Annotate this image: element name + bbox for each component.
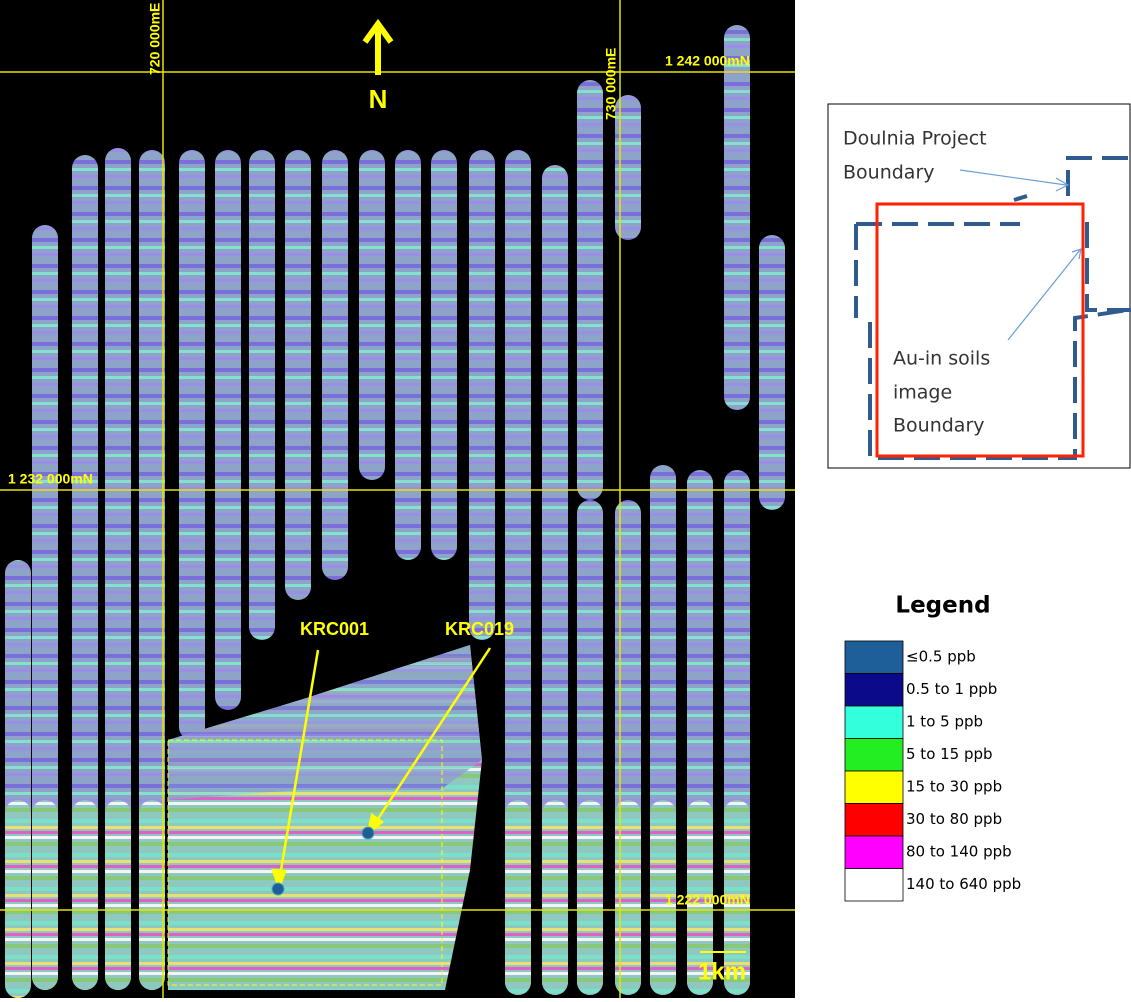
soil-strip-high [505,800,531,995]
inset-label: Boundary [893,415,985,437]
soil-strip [395,150,421,560]
grid-label: 1 232 000mN [8,471,93,487]
soil-strip-high [5,800,31,998]
legend-label: 30 to 80 ppb [906,810,1002,828]
grid-label: 730 000mE [603,48,619,120]
legend-label: 80 to 140 ppb [906,843,1012,861]
soil-strip [431,150,457,560]
north-label: N [369,84,388,114]
legend-swatch [845,739,903,772]
soil-strip [249,150,275,640]
drillhole-label: KRC019 [445,619,514,639]
soil-strip [724,25,750,410]
legend-swatch [845,771,903,804]
soil-strip [469,150,495,640]
drillhole [272,883,284,895]
legend-label: 5 to 15 ppb [906,745,993,763]
soil-strip-high [577,800,603,995]
legend-swatch [845,869,903,902]
soil-strip [179,150,205,740]
soil-strip [285,150,311,600]
grid-label: 1 242 000mN [665,53,750,69]
soil-strip [577,80,603,500]
soil-strip [322,150,348,580]
soil-strip-high [105,800,131,990]
legend-label: ≤0.5 ppb [906,648,976,666]
soil-strip-high [72,800,98,990]
legend: ≤0.5 ppb 0.5 to 1 ppb 1 to 5 ppb 5 to 15 pp… [845,641,1021,901]
page: 720 000mE 730 000mE 1 242 000mN 1 232 00… [0,0,1131,998]
legend-label: 0.5 to 1 ppb [906,680,997,698]
inset [828,104,1131,468]
grid-label: 1 222 000mN [665,892,750,908]
soil-strip-high [542,800,568,995]
soil-strip [359,150,385,480]
soil-strip [759,235,785,510]
legend-swatch [845,804,903,837]
inset-label: Au-in soils [893,348,990,370]
soil-strip-high [139,800,165,990]
drillhole-label: KRC001 [300,619,369,639]
legend-swatch [845,674,903,707]
legend-swatch [845,836,903,869]
soil-strip [215,150,241,710]
legend-label: 15 to 30 ppb [906,778,1002,796]
inset-label: Doulnia Project [843,128,987,150]
legend-label: 1 to 5 ppb [906,713,983,731]
soil-strip-high [615,800,641,995]
soil-strip-high [32,800,58,990]
grid-label: 720 000mE [147,3,163,75]
legend-swatch [845,641,903,674]
soil-strip [615,95,641,240]
drillhole [362,827,374,839]
scale-label: 1km [698,958,746,985]
legend-swatch [845,706,903,739]
legend-label: 140 to 640 ppb [906,875,1021,893]
legend-title: Legend [895,593,990,619]
inset-label: image [893,382,952,404]
inset-label: Boundary [843,162,935,184]
